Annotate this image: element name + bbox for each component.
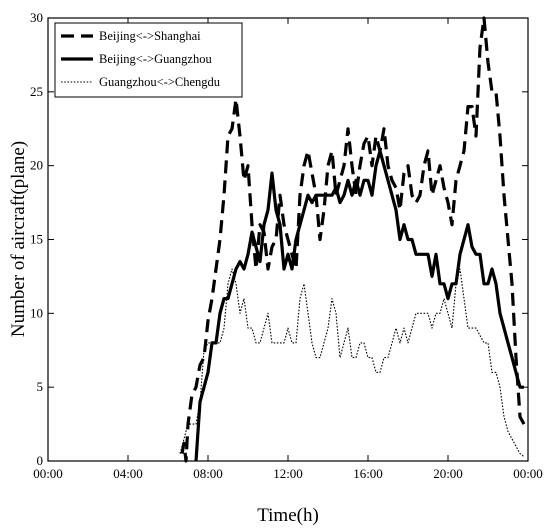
- y-tick-label: 30: [30, 10, 43, 25]
- x-axis-ticks: 00:00 04:00 08:00 12:00 16:00 20:00 00:00: [33, 18, 543, 481]
- x-tick-label: 20:00: [433, 466, 463, 481]
- x-axis-title: Time(h): [257, 505, 319, 526]
- y-tick-label: 25: [30, 84, 43, 99]
- legend: Beijing<->Shanghai Beijing<->Guangzhou Gua…: [54, 22, 243, 98]
- x-tick-label: 16:00: [353, 466, 383, 481]
- x-tick-label: 00:00: [33, 466, 63, 481]
- y-tick-label: 10: [30, 305, 43, 320]
- x-tick-label: 00:00: [513, 466, 543, 481]
- y-tick-label: 20: [30, 158, 43, 173]
- series-line-2: [194, 149, 524, 462]
- y-tick-label: 15: [30, 232, 43, 247]
- x-tick-label: 12:00: [273, 466, 303, 481]
- series-line-1: [180, 16, 526, 463]
- legend-label-1: Beijing<->Shanghai: [99, 29, 201, 43]
- x-tick-label: 04:00: [113, 466, 143, 481]
- series-line-3: [179, 268, 525, 458]
- y-axis-title: Number of aircraft(plane): [8, 141, 29, 337]
- x-tick-label: 08:00: [193, 466, 223, 481]
- y-axis-ticks: 0 5 10 15 20 25 30: [30, 10, 528, 468]
- legend-label-2: Beijing<->Guangzhou: [99, 52, 212, 66]
- legend-label-3: Guangzhou<->Chengdu: [99, 75, 221, 89]
- y-tick-label: 5: [37, 379, 44, 394]
- y-tick-label: 0: [37, 453, 44, 468]
- series-layer: [179, 16, 526, 463]
